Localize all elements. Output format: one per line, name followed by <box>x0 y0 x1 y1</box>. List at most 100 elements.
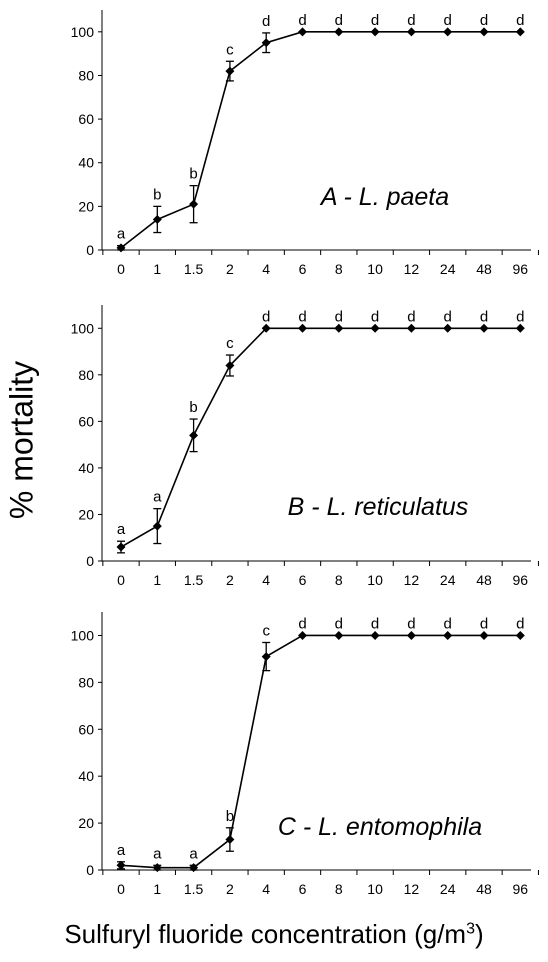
x-tick-label: 0 <box>117 572 125 588</box>
x-tick-label: 6 <box>299 572 307 588</box>
x-tick-label: 1 <box>153 261 161 277</box>
data-point <box>225 66 235 76</box>
data-point <box>116 243 126 253</box>
x-axis-label-text: Sulfuryl fluoride concentration (g/m <box>64 919 467 949</box>
x-tick-label: 8 <box>335 881 343 897</box>
x-tick-label: 4 <box>262 261 270 277</box>
significance-letter: a <box>117 842 126 859</box>
y-tick-label: 20 <box>78 198 94 214</box>
x-tick-label: 6 <box>299 261 307 277</box>
y-tick-label: 60 <box>78 721 94 737</box>
series-line <box>120 31 521 249</box>
significance-letter: d <box>335 12 343 29</box>
x-tick-label: 4 <box>262 572 270 588</box>
data-point <box>298 630 307 640</box>
significance-letter: d <box>371 308 379 325</box>
panel-title: C - L. entomophila <box>278 813 482 841</box>
significance-letter: c <box>226 41 234 58</box>
data-point <box>261 38 271 48</box>
significance-letter: d <box>371 12 379 29</box>
significance-letter: d <box>516 308 524 325</box>
data-point <box>370 323 380 333</box>
y-tick-label: 100 <box>71 320 95 336</box>
x-tick-label: 48 <box>476 261 492 277</box>
x-tick-label: 96 <box>513 881 529 897</box>
significance-letter: d <box>480 615 488 632</box>
data-point <box>225 835 235 845</box>
x-tick-label: 24 <box>440 572 456 588</box>
data-point <box>479 630 489 640</box>
y-tick-label: 60 <box>78 413 94 429</box>
significance-letter: a <box>117 226 126 243</box>
x-tick-label: 1.5 <box>184 881 204 897</box>
significance-letter: d <box>444 308 452 325</box>
y-tick-label: 40 <box>78 155 94 171</box>
significance-letter: d <box>407 615 415 632</box>
x-axis-label-exponent: 3 <box>466 920 475 938</box>
data-point <box>298 27 307 37</box>
data-point <box>261 652 271 662</box>
significance-letter: b <box>189 166 197 183</box>
significance-letter: d <box>298 12 306 29</box>
data-point <box>515 323 525 333</box>
data-point <box>334 630 344 640</box>
x-tick-label: 48 <box>476 572 492 588</box>
significance-letter: b <box>226 808 234 825</box>
series-line <box>120 634 521 869</box>
panel-title: A - L. paeta <box>319 183 449 211</box>
x-tick-label: 0 <box>117 261 125 277</box>
x-tick-label: 2 <box>226 881 234 897</box>
x-tick-label: 96 <box>513 261 529 277</box>
significance-letter: d <box>262 308 270 325</box>
x-tick-label: 24 <box>440 261 456 277</box>
y-tick-label: 80 <box>78 67 94 83</box>
significance-letter: d <box>407 12 415 29</box>
data-point <box>479 27 489 37</box>
data-point <box>334 323 344 333</box>
x-tick-label: 2 <box>226 572 234 588</box>
y-axis-label: % mortality <box>3 360 40 520</box>
x-tick-label: 10 <box>367 572 383 588</box>
data-point <box>152 863 162 873</box>
data-point <box>443 323 453 333</box>
data-point <box>152 521 162 531</box>
series-line <box>120 327 521 548</box>
x-tick-label: 10 <box>367 261 383 277</box>
data-point <box>370 27 380 37</box>
significance-letter: b <box>153 186 161 203</box>
data-point <box>443 630 453 640</box>
data-point <box>443 27 453 37</box>
y-tick-label: 0 <box>86 553 94 569</box>
x-tick-label: 1 <box>153 572 161 588</box>
x-axis-label-close: ) <box>474 919 484 949</box>
significance-letter: d <box>407 308 415 325</box>
data-point <box>298 323 307 333</box>
data-point <box>189 199 199 209</box>
y-tick-label: 20 <box>78 506 94 522</box>
significance-letter: a <box>153 489 162 506</box>
data-point <box>189 430 199 440</box>
data-point <box>406 630 416 640</box>
x-tick-label: 0 <box>117 881 125 897</box>
significance-letter: d <box>298 615 306 632</box>
data-point <box>225 361 235 371</box>
significance-letter: b <box>189 399 197 416</box>
data-point <box>479 323 489 333</box>
significance-letter: d <box>480 12 488 29</box>
significance-letter: d <box>298 308 306 325</box>
significance-letter: d <box>444 12 452 29</box>
y-tick-label: 40 <box>78 460 94 476</box>
x-tick-label: 12 <box>404 572 420 588</box>
significance-letter: d <box>516 615 524 632</box>
data-point <box>189 863 199 873</box>
significance-letter: c <box>226 335 234 352</box>
panel-title: B - L. reticulatus <box>288 493 469 521</box>
x-tick-label: 1.5 <box>184 261 204 277</box>
significance-letter: d <box>335 615 343 632</box>
y-tick-label: 0 <box>86 242 94 258</box>
